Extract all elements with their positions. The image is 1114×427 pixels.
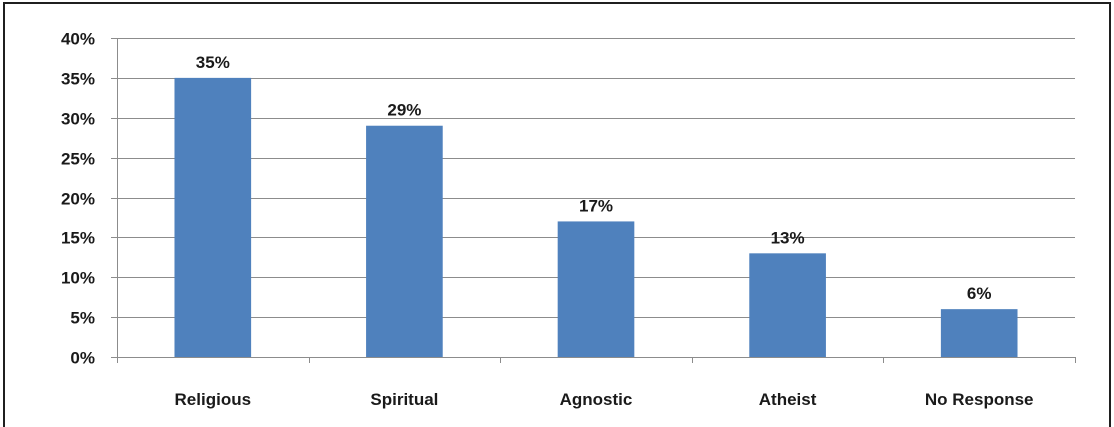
bar-no-response <box>940 309 1018 357</box>
y-tick-label: 35% <box>61 70 95 89</box>
x-tick-label: Spiritual <box>370 390 438 409</box>
x-tick-label: Agnostic <box>560 390 633 409</box>
x-tick-label: No Response <box>925 390 1034 409</box>
y-tick-label: 0% <box>70 349 95 368</box>
bar-spiritual <box>366 125 443 357</box>
bar-atheist <box>749 253 826 357</box>
data-label: 17% <box>579 196 613 215</box>
y-tick-label: 10% <box>61 269 95 288</box>
bar-religious <box>174 77 252 357</box>
x-tick-label: Religious <box>175 390 252 409</box>
labels: 0% 5% 10% 15% 20% 25% 30% 35% 40% 35% Religious 29%… <box>61 30 1034 410</box>
data-label: 35% <box>196 53 230 72</box>
x-tick-label: Atheist <box>759 390 817 409</box>
bars <box>174 77 1018 357</box>
y-tick-label: 5% <box>70 309 95 328</box>
y-tick-label: 15% <box>61 229 95 248</box>
data-label: 6% <box>967 284 992 303</box>
data-label: 13% <box>771 228 805 247</box>
data-label: 29% <box>387 101 421 120</box>
axes <box>111 38 1076 363</box>
y-tick-label: 20% <box>61 190 95 209</box>
y-tick-label: 25% <box>61 150 95 169</box>
y-tick-label: 30% <box>61 110 95 129</box>
bar-agnostic <box>557 221 635 357</box>
y-tick-label: 40% <box>61 30 95 49</box>
